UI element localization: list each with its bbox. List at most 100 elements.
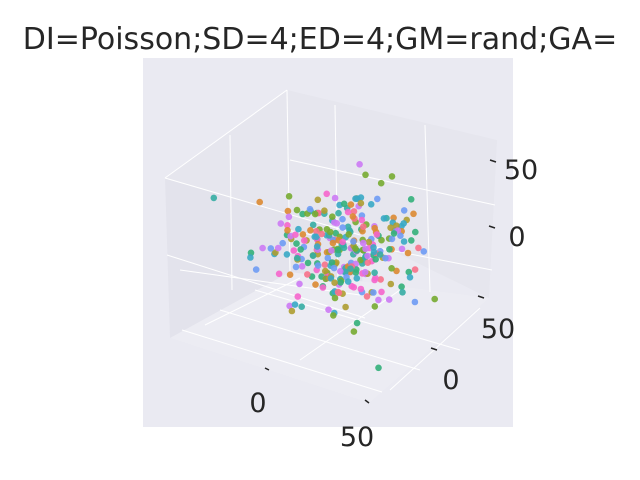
z-tick-0: 0 (508, 222, 525, 253)
scatter-point (285, 193, 293, 200)
scatter-point (321, 261, 329, 269)
scatter-point (407, 196, 415, 203)
scatter-point (390, 214, 397, 222)
scatter-point (304, 259, 312, 267)
scatter-point (387, 280, 395, 288)
scatter-point (301, 237, 308, 244)
scatter-point (359, 239, 367, 247)
scatter-point (387, 224, 394, 231)
scatter-point (307, 227, 314, 234)
scatter-point (329, 213, 336, 220)
scatter-point (309, 221, 317, 229)
scatter-point (313, 233, 320, 241)
scatter-point (298, 303, 306, 311)
pane-back (165, 90, 497, 298)
scatter-point (412, 228, 419, 236)
chart-title: DI=Poisson;SD=4;ED=4;GM=rand;GA= (23, 22, 617, 57)
gridline (166, 254, 366, 319)
scatter-point (318, 230, 326, 238)
scatter-point (349, 213, 357, 220)
scatter-point (353, 275, 361, 282)
scatter-point (415, 244, 422, 252)
scatter-point (327, 275, 335, 282)
scatter-point (293, 206, 301, 214)
scatter-point (247, 254, 254, 261)
scatter-point (313, 243, 321, 250)
scatter-point (410, 210, 417, 218)
scatter-point (331, 219, 338, 226)
scatter-point (284, 207, 292, 215)
scatter-point (371, 224, 379, 232)
scatter-point (388, 265, 395, 272)
scatter-point (290, 247, 298, 254)
scatter-point (306, 205, 314, 213)
x-tick-50: 50 (340, 422, 374, 453)
scatter-point (431, 295, 439, 303)
scatter-point (358, 216, 366, 224)
scatter-point (284, 222, 291, 229)
scatter-point (252, 266, 260, 273)
scatter-point (385, 296, 393, 303)
scatter-point (352, 245, 359, 252)
scatter-point (377, 179, 385, 187)
scatter-point (293, 240, 300, 247)
scatter-point (339, 238, 347, 246)
scatter-point (267, 245, 275, 252)
scatter-points (210, 161, 439, 372)
scatter-point (405, 268, 413, 276)
tick-labels: 0 50 0 50 0 50 (249, 155, 538, 453)
scatter-point (408, 237, 415, 244)
scatter-point (292, 231, 299, 238)
scatter-point (372, 274, 379, 282)
scatter-point (312, 281, 319, 288)
scatter-point (331, 194, 339, 202)
scatter-point (330, 312, 337, 319)
gridline (164, 89, 288, 179)
scatter-point (380, 215, 388, 222)
scatter-point (304, 271, 311, 278)
scatter-point (371, 269, 378, 277)
gridline (164, 177, 361, 236)
scatter-point (334, 246, 342, 254)
scatter-point (350, 328, 358, 335)
x-tick-0: 0 (249, 388, 266, 419)
scatter-point (286, 302, 293, 310)
scatter-point (361, 268, 369, 276)
scatter-point (382, 254, 389, 262)
scatter-point (331, 294, 339, 302)
tick-mark (488, 225, 496, 229)
scatter-point (353, 319, 361, 327)
scatter-point (210, 194, 218, 202)
scatter-point (297, 246, 305, 253)
scatter-point (259, 244, 266, 252)
scatter-point (285, 213, 293, 221)
scatter-point (352, 195, 359, 202)
scatter-point (274, 244, 282, 252)
scatter-point (364, 252, 371, 260)
scatter-point (323, 190, 331, 198)
scatter-point (348, 282, 356, 290)
scatter-point (286, 271, 294, 279)
scatter-point (378, 288, 385, 296)
gridline (179, 269, 361, 296)
scatter-point (339, 224, 347, 231)
scatter-point (311, 210, 319, 218)
scatter-point (388, 173, 396, 180)
scatter-point (283, 251, 291, 258)
scatter-point (337, 268, 344, 275)
scatter-point (397, 232, 404, 239)
scatter-point (344, 208, 352, 216)
scatter-point (360, 223, 367, 230)
scatter-point (329, 239, 337, 247)
scatter-point (256, 198, 264, 206)
tick-mark (430, 347, 438, 351)
scatter-point (347, 265, 354, 273)
scatter-point (404, 249, 412, 257)
scatter-point (371, 303, 379, 310)
scatter-point (335, 209, 342, 217)
y-tick-0: 0 (442, 365, 459, 396)
scatter-point (298, 263, 306, 270)
scatter-point (420, 248, 428, 255)
scatter-point (406, 274, 414, 281)
gridline (289, 159, 496, 206)
